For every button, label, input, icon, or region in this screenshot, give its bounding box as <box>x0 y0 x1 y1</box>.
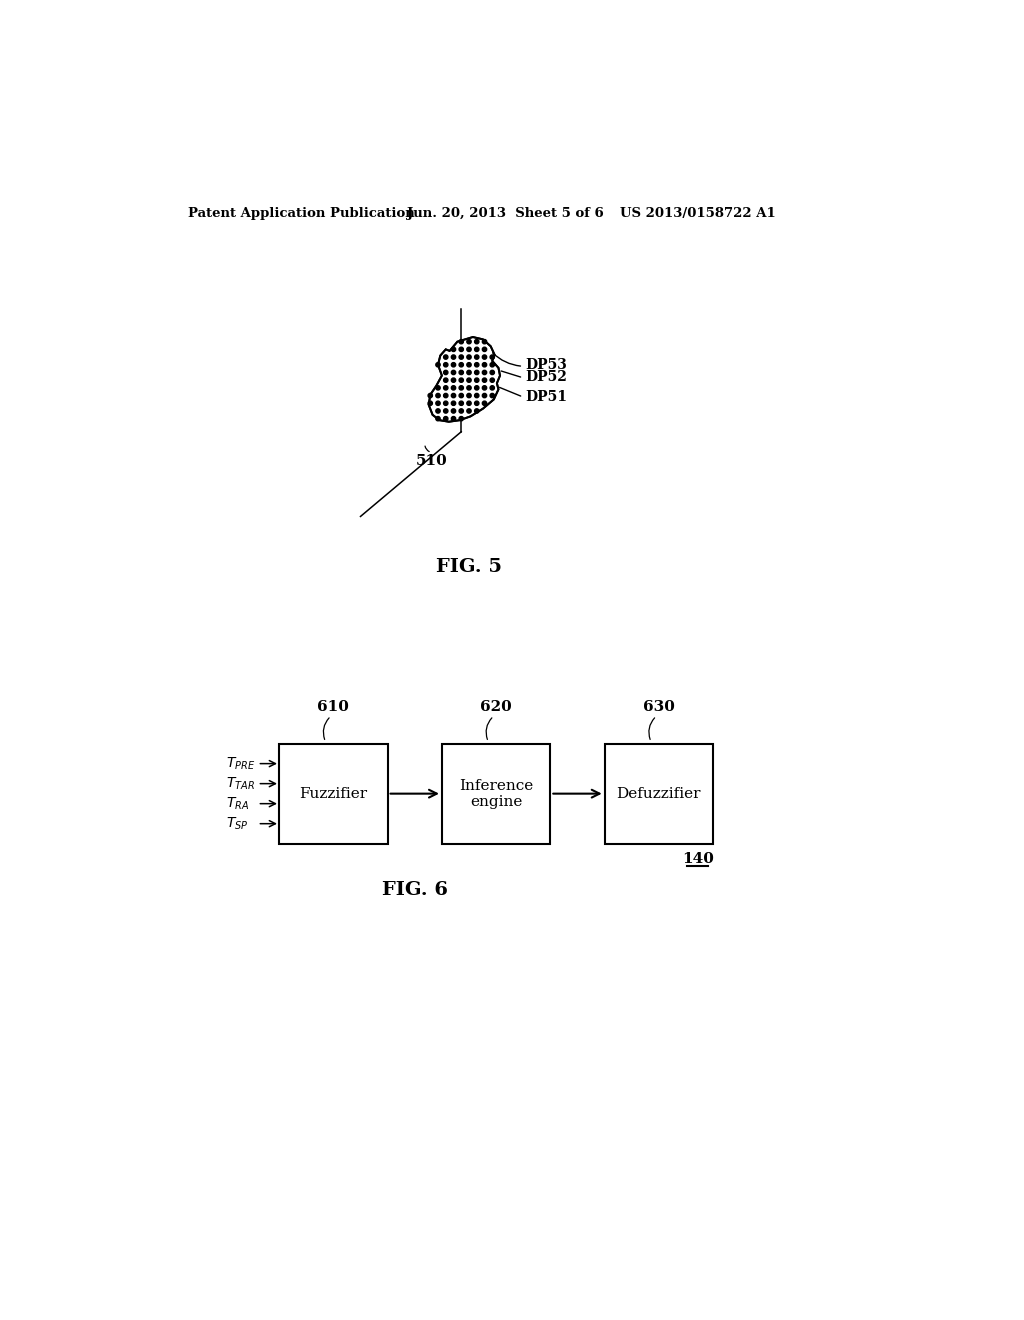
Circle shape <box>482 339 486 343</box>
Text: $T_{PRE}$: $T_{PRE}$ <box>226 755 256 772</box>
Circle shape <box>459 339 464 343</box>
Text: 140: 140 <box>682 853 714 866</box>
Text: US 2013/0158722 A1: US 2013/0158722 A1 <box>621 207 776 220</box>
Text: DP51: DP51 <box>525 391 567 404</box>
Circle shape <box>452 363 456 367</box>
Circle shape <box>490 371 495 375</box>
Circle shape <box>467 401 471 405</box>
Circle shape <box>474 363 479 367</box>
Circle shape <box>459 363 464 367</box>
Circle shape <box>467 409 471 413</box>
Circle shape <box>443 409 447 413</box>
Circle shape <box>436 385 440 389</box>
Circle shape <box>459 409 464 413</box>
Text: 630: 630 <box>643 700 675 714</box>
Circle shape <box>452 417 456 421</box>
Circle shape <box>490 355 495 359</box>
Circle shape <box>428 393 432 397</box>
Text: DP53: DP53 <box>525 358 567 372</box>
Text: Jun. 20, 2013  Sheet 5 of 6: Jun. 20, 2013 Sheet 5 of 6 <box>407 207 604 220</box>
Circle shape <box>467 355 471 359</box>
Circle shape <box>443 378 447 383</box>
Text: FIG. 5: FIG. 5 <box>436 557 502 576</box>
Circle shape <box>452 385 456 389</box>
Circle shape <box>452 355 456 359</box>
Circle shape <box>467 363 471 367</box>
Circle shape <box>459 347 464 351</box>
Polygon shape <box>429 337 500 422</box>
Circle shape <box>452 371 456 375</box>
Circle shape <box>436 401 440 405</box>
Text: $T_{SP}$: $T_{SP}$ <box>226 816 249 832</box>
Circle shape <box>482 355 486 359</box>
Circle shape <box>467 371 471 375</box>
Circle shape <box>482 371 486 375</box>
Circle shape <box>490 363 495 367</box>
Circle shape <box>482 378 486 383</box>
Circle shape <box>459 393 464 397</box>
Circle shape <box>443 393 447 397</box>
Circle shape <box>482 363 486 367</box>
Text: DP52: DP52 <box>525 370 567 384</box>
Circle shape <box>482 393 486 397</box>
Circle shape <box>436 417 440 421</box>
Circle shape <box>490 385 495 389</box>
Text: 610: 610 <box>317 700 349 714</box>
Circle shape <box>490 393 495 397</box>
Circle shape <box>474 355 479 359</box>
Circle shape <box>467 378 471 383</box>
Circle shape <box>459 385 464 389</box>
Circle shape <box>467 347 471 351</box>
Circle shape <box>428 401 432 405</box>
Circle shape <box>474 393 479 397</box>
Circle shape <box>452 347 456 351</box>
Circle shape <box>443 385 447 389</box>
Circle shape <box>443 355 447 359</box>
Text: $T_{TAR}$: $T_{TAR}$ <box>226 775 255 792</box>
Text: Patent Application Publication: Patent Application Publication <box>188 207 415 220</box>
Bar <box>442 743 550 843</box>
Text: FIG. 6: FIG. 6 <box>382 880 447 899</box>
Circle shape <box>452 378 456 383</box>
Circle shape <box>482 401 486 405</box>
Circle shape <box>443 363 447 367</box>
Circle shape <box>436 363 440 367</box>
Text: 620: 620 <box>480 700 512 714</box>
Circle shape <box>452 409 456 413</box>
Circle shape <box>467 393 471 397</box>
Circle shape <box>443 371 447 375</box>
Circle shape <box>474 409 479 413</box>
Circle shape <box>459 371 464 375</box>
Circle shape <box>459 378 464 383</box>
Circle shape <box>474 401 479 405</box>
Circle shape <box>474 385 479 389</box>
Circle shape <box>452 401 456 405</box>
Bar <box>280 743 388 843</box>
Text: Inference
engine: Inference engine <box>459 779 534 809</box>
Circle shape <box>443 401 447 405</box>
Circle shape <box>436 409 440 413</box>
Circle shape <box>443 417 447 421</box>
Circle shape <box>474 371 479 375</box>
Circle shape <box>482 347 486 351</box>
Circle shape <box>452 393 456 397</box>
Circle shape <box>482 385 486 389</box>
Circle shape <box>459 355 464 359</box>
Text: 510: 510 <box>416 454 447 469</box>
Text: Defuzzifier: Defuzzifier <box>616 787 701 801</box>
Circle shape <box>474 378 479 383</box>
Bar <box>604 743 713 843</box>
Circle shape <box>467 385 471 389</box>
Circle shape <box>459 401 464 405</box>
Circle shape <box>436 393 440 397</box>
Text: Fuzzifier: Fuzzifier <box>299 787 368 801</box>
Text: $T_{RA}$: $T_{RA}$ <box>226 796 250 812</box>
Circle shape <box>490 378 495 383</box>
Circle shape <box>459 417 464 421</box>
Circle shape <box>467 339 471 343</box>
Circle shape <box>474 347 479 351</box>
Circle shape <box>474 339 479 343</box>
